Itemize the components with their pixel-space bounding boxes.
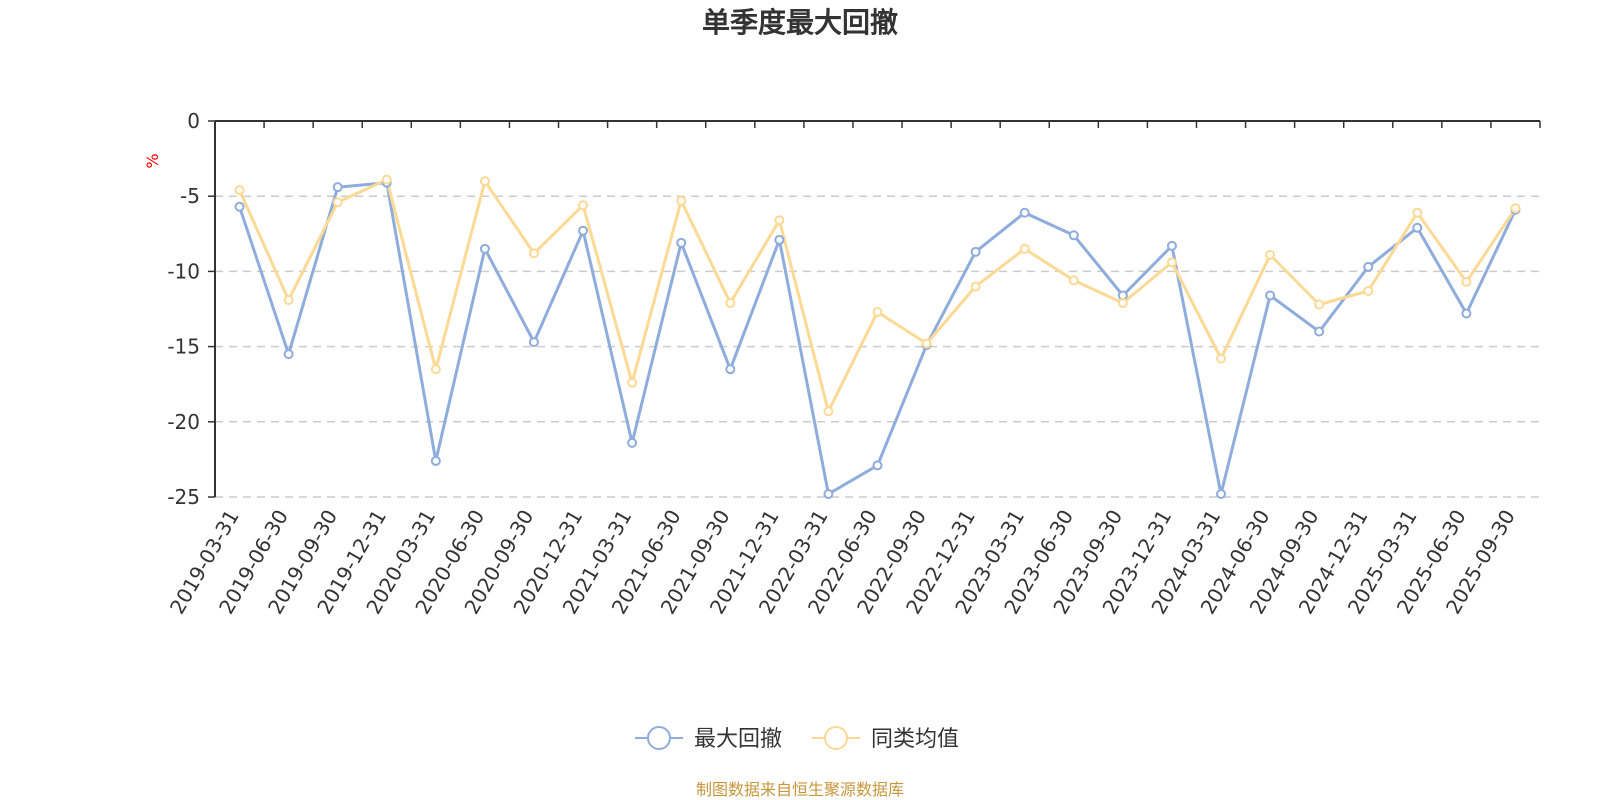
axes [214, 120, 1540, 497]
series-2-point [1265, 249, 1276, 260]
series-1-point [578, 225, 589, 236]
series-1-point [1363, 261, 1374, 272]
series-1-point [1314, 326, 1325, 337]
series-1-point [332, 182, 343, 193]
series-1-point [1412, 222, 1423, 233]
series-2-point [283, 294, 294, 305]
series-1-point [676, 237, 687, 248]
series-2-point [1117, 297, 1128, 308]
series-1-point [234, 201, 245, 212]
y-tick-label: -15 [167, 335, 200, 359]
series-1-point [283, 349, 294, 360]
series-2-point [1314, 299, 1325, 310]
series-lines [234, 174, 1521, 499]
series-2-point [823, 406, 834, 417]
series-1-point [430, 455, 441, 466]
legend-circle-icon [824, 726, 848, 750]
series-1-point [1461, 308, 1472, 319]
series-2-point [1166, 257, 1177, 268]
series-1-point [1068, 230, 1079, 241]
series-line-1 [238, 181, 1517, 496]
series-1-point [479, 243, 490, 254]
series-2-point [1412, 207, 1423, 218]
y-tick-label: 0 [187, 109, 200, 133]
y-axis-unit-label: % [143, 153, 162, 168]
series-2-point [479, 176, 490, 187]
series-1-point [823, 488, 834, 499]
series-1-point [1166, 240, 1177, 251]
series-1-point [774, 234, 785, 245]
series-2-point [872, 307, 883, 318]
series-1-point [1265, 290, 1276, 301]
y-axis-ticks: 0 -5 -10 -15 -20 -25 [167, 109, 215, 509]
chart-title: 单季度最大回撤 [702, 6, 898, 39]
series-2-point [921, 338, 932, 349]
series-1-point [970, 246, 981, 257]
series-1-point [872, 460, 883, 471]
series-1-point [1216, 488, 1227, 499]
series-2-point [970, 281, 981, 292]
series-2-point [1510, 203, 1521, 214]
series-2-point [1068, 275, 1079, 286]
series-2-point [725, 297, 736, 308]
series-2-point [528, 248, 539, 259]
series-2-point [1216, 353, 1227, 364]
series-1-point [725, 364, 736, 375]
series-1-point [627, 437, 638, 448]
series-2-point [234, 185, 245, 196]
series-2-point [1461, 276, 1472, 287]
series-2-point [627, 377, 638, 388]
series-line-2 [238, 178, 1517, 413]
series-2-point [1019, 243, 1030, 254]
y-tick-label: -10 [167, 259, 200, 283]
series-2-point [578, 200, 589, 211]
series-2-point [774, 215, 785, 226]
legend[interactable]: 最大回撤 同类均值 [635, 726, 959, 752]
y-tick-label: -20 [167, 410, 200, 434]
legend-label: 同类均值 [871, 727, 959, 752]
y-tick-label: -25 [167, 485, 200, 509]
y-tick-label: -5 [180, 184, 200, 208]
series-1-point [528, 337, 539, 348]
series-1-point [1019, 207, 1030, 218]
series-2-point [676, 195, 687, 206]
grid-lines [215, 195, 1540, 498]
legend-circle-icon [647, 726, 671, 750]
data-source-note: 制图数据来自恒生聚源数据库 [696, 780, 904, 799]
series-2-point [430, 364, 441, 375]
series-2-point [332, 197, 343, 208]
series-2-point [1363, 285, 1374, 296]
legend-label: 最大回撤 [694, 727, 782, 752]
series-2-point [381, 174, 392, 185]
